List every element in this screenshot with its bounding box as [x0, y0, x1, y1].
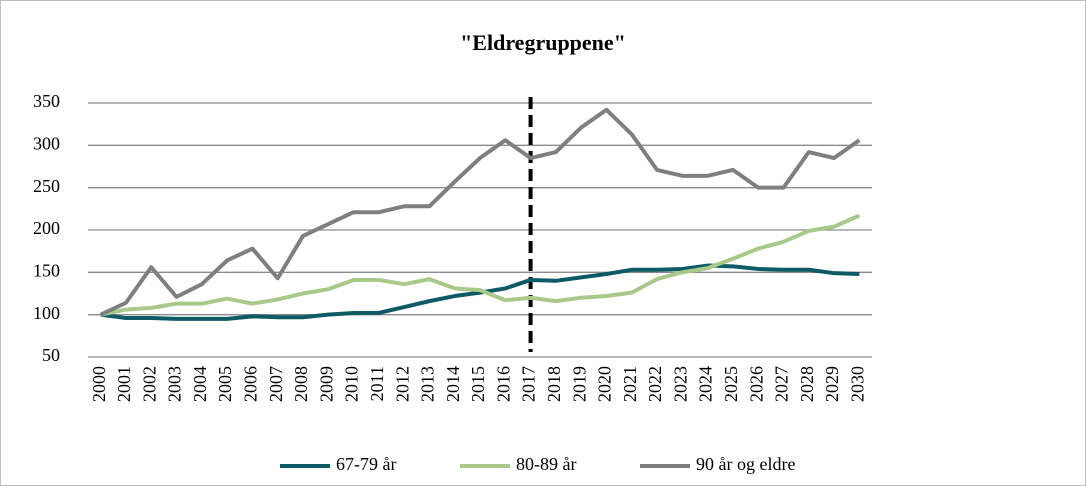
series-line	[99, 107, 861, 317]
x-tick-label: 2002	[139, 366, 159, 402]
x-tick-label: 2029	[822, 366, 842, 402]
y-tick-label: 50	[42, 345, 60, 365]
chart-title: "Eldregruppene"	[460, 30, 626, 55]
x-tick-label: 2007	[266, 366, 286, 402]
x-tick-label: 2020	[595, 366, 615, 402]
x-tick-label: 2009	[316, 366, 336, 402]
x-tick-label: 2015	[468, 366, 488, 402]
x-tick-label: 2000	[89, 366, 109, 402]
x-tick-label: 2026	[746, 366, 766, 402]
x-tick-label: 2025	[721, 366, 741, 402]
series-line	[100, 213, 861, 317]
x-tick-label: 2003	[165, 366, 185, 402]
x-tick-label: 2022	[645, 366, 665, 402]
x-tick-label: 2028	[797, 366, 817, 402]
legend-label: 67-79 år	[336, 454, 396, 474]
x-tick-label: 2004	[190, 366, 210, 402]
x-tick-label: 2006	[241, 366, 261, 402]
x-tick-label: 2018	[544, 366, 564, 402]
legend-label: 90 år og eldre	[696, 454, 795, 474]
x-tick-label: 2017	[519, 366, 539, 402]
series-line	[100, 263, 860, 321]
legend-label: 80-89 år	[516, 454, 576, 474]
y-tick-label: 250	[33, 176, 60, 196]
y-tick-label: 350	[33, 91, 60, 111]
x-tick-label: 2030	[847, 366, 867, 402]
x-tick-label: 2019	[569, 366, 589, 402]
x-tick-label: 2013	[418, 366, 438, 402]
x-tick-label: 2005	[215, 366, 235, 402]
y-tick-label: 300	[33, 133, 60, 153]
x-tick-label: 2016	[493, 366, 513, 402]
x-tick-label: 2001	[114, 366, 134, 402]
x-tick-label: 2024	[696, 366, 716, 402]
x-tick-label: 2008	[291, 366, 311, 402]
x-tick-label: 2010	[342, 366, 362, 402]
y-tick-label: 200	[33, 218, 60, 238]
x-tick-label: 2021	[620, 366, 640, 402]
y-tick-label: 150	[33, 260, 60, 280]
x-tick-label: 2011	[367, 366, 387, 401]
x-tick-label: 2014	[443, 366, 463, 402]
x-tick-label: 2023	[670, 366, 690, 402]
y-tick-label: 100	[33, 303, 60, 323]
x-tick-label: 2027	[772, 366, 792, 402]
x-tick-label: 2012	[392, 366, 412, 402]
